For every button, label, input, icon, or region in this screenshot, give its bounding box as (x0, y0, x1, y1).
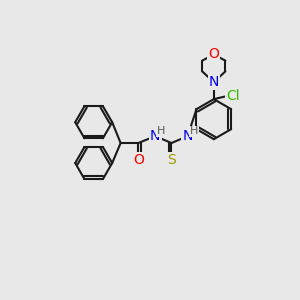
Text: Cl: Cl (226, 89, 240, 103)
Text: N: N (150, 129, 160, 143)
Text: H: H (190, 127, 198, 136)
Text: S: S (167, 153, 176, 167)
Text: N: N (182, 129, 193, 143)
Text: H: H (157, 127, 166, 136)
Text: N: N (208, 75, 219, 89)
Text: O: O (133, 153, 144, 167)
Text: O: O (208, 47, 219, 61)
